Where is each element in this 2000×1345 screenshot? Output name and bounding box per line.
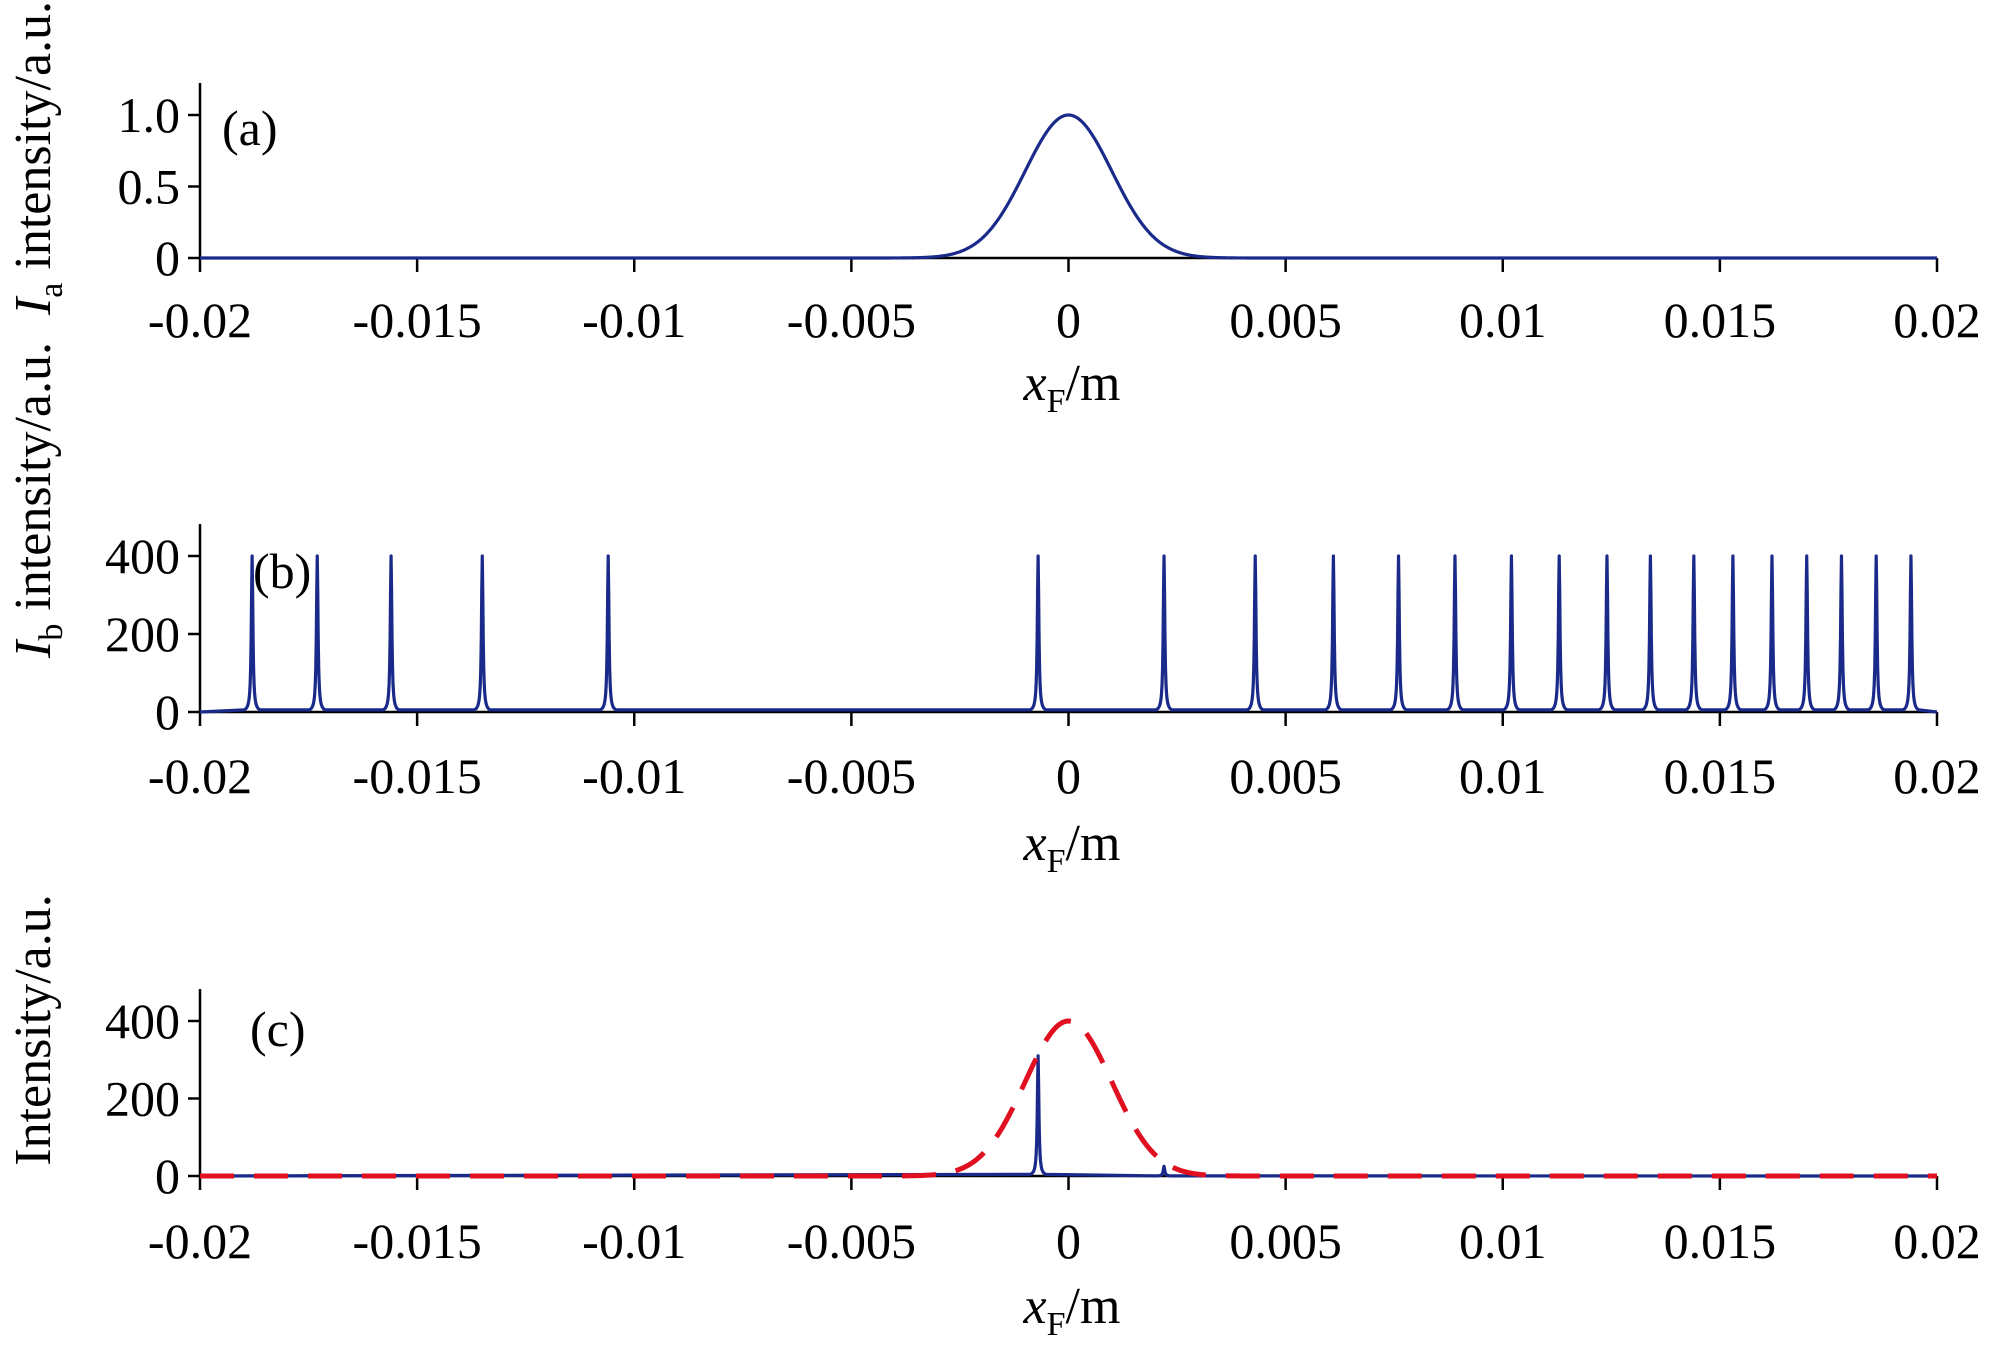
x-tick-label: 0.01 <box>1459 292 1547 348</box>
x-tick-label: -0.01 <box>582 292 686 348</box>
x-tick-label: 0.02 <box>1893 292 1981 348</box>
series-line-0 <box>199 1054 1938 1178</box>
y-tick-label: 400 <box>105 528 180 584</box>
x-tick-label: 0.015 <box>1664 748 1777 804</box>
y-axis-label: Ib intensity/a.u. <box>5 342 70 659</box>
x-tick-label: -0.02 <box>148 292 252 348</box>
x-axis-label: xF/m <box>1023 815 1121 880</box>
panel-label: (b) <box>253 543 311 599</box>
y-tick-label: 0 <box>155 230 180 286</box>
panel-label: (a) <box>222 100 278 156</box>
x-tick-label: -0.005 <box>787 748 916 804</box>
x-tick-label: 0.02 <box>1893 748 1981 804</box>
x-tick-label: -0.015 <box>353 292 482 348</box>
x-tick-label: 0 <box>1056 748 1081 804</box>
x-axis-label: xF/m <box>1023 1278 1121 1343</box>
x-tick-label: -0.015 <box>353 1213 482 1269</box>
x-tick-label: 0 <box>1056 1213 1081 1269</box>
y-tick-label: 1.0 <box>118 87 181 143</box>
x-tick-label: 0.01 <box>1459 1213 1547 1269</box>
x-tick-label: 0.01 <box>1459 748 1547 804</box>
x-tick-label: 0.005 <box>1229 1213 1342 1269</box>
x-tick-label: -0.015 <box>353 748 482 804</box>
x-tick-label: 0.015 <box>1664 1213 1777 1269</box>
x-tick-label: -0.02 <box>148 1213 252 1269</box>
y-axis-label: Ia intensity/a.u. <box>5 1 70 316</box>
series-line-0 <box>199 113 1938 260</box>
y-tick-label: 200 <box>105 606 180 662</box>
svg-text:Intensity/a.u.: Intensity/a.u. <box>5 894 62 1166</box>
y-axis-label: Intensity/a.u. <box>5 894 62 1166</box>
y-tick-label: 400 <box>105 993 180 1049</box>
x-tick-label: 0.015 <box>1664 292 1777 348</box>
svg-text:Ib intensity/a.u.: Ib intensity/a.u. <box>5 342 70 659</box>
panel-b: Ib intensity/a.u. (b) xF/m -0.02 -0.015 -0… <box>5 342 1981 880</box>
panel-label: (c) <box>250 1001 306 1057</box>
svg-text:xF/m: xF/m <box>1023 355 1121 420</box>
panel-c: Intensity/a.u. (c) xF/m -0.02 -0.015 -0.01… <box>5 894 1981 1343</box>
x-axis-label: xF/m <box>1023 355 1121 420</box>
x-tick-label: -0.02 <box>148 748 252 804</box>
x-tick-label: -0.005 <box>787 1213 916 1269</box>
svg-text:Ia intensity/a.u.: Ia intensity/a.u. <box>5 1 70 316</box>
x-tick-label: 0.005 <box>1229 292 1342 348</box>
y-tick-label: 0.5 <box>118 159 181 215</box>
y-tick-label: 0 <box>155 684 180 740</box>
x-tick-label: 0.02 <box>1893 1213 1981 1269</box>
svg-text:xF/m: xF/m <box>1023 1278 1121 1343</box>
x-tick-label: -0.01 <box>582 1213 686 1269</box>
x-tick-label: 0.005 <box>1229 748 1342 804</box>
series-line-0 <box>199 554 1938 714</box>
svg-text:xF/m: xF/m <box>1023 815 1121 880</box>
x-tick-label: -0.01 <box>582 748 686 804</box>
y-tick-label: 0 <box>155 1148 180 1204</box>
x-tick-label: -0.005 <box>787 292 916 348</box>
y-tick-label: 200 <box>105 1071 180 1127</box>
x-tick-label: 0 <box>1056 292 1081 348</box>
panel-a: Ia intensity/a.u. (a) xF/m -0.02 -0.015 -0… <box>5 1 1981 420</box>
series-line-1 <box>198 1018 1939 1179</box>
